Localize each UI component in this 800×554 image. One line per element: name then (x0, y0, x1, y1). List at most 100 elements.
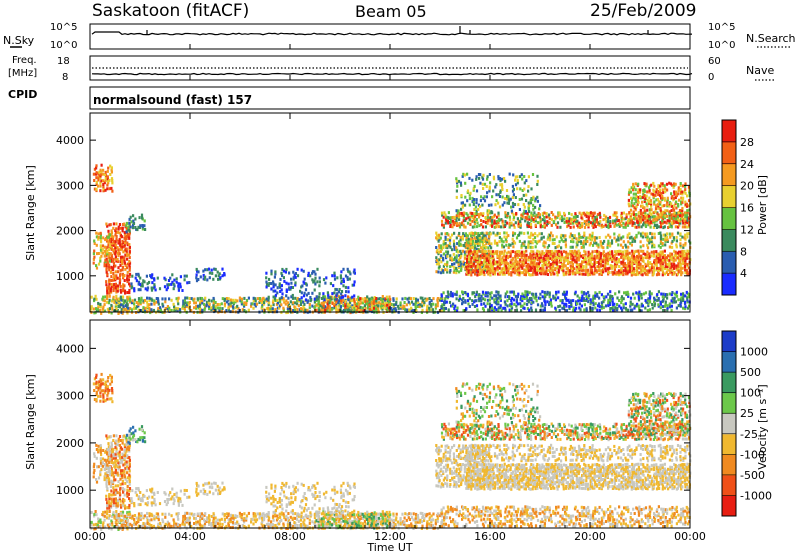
power-cell (307, 271, 310, 275)
power-cell (101, 244, 105, 248)
power-cell (114, 233, 117, 237)
power-cell (479, 219, 483, 222)
power-cell (602, 264, 605, 268)
power-cell (626, 266, 629, 270)
power-cell (320, 297, 323, 300)
power-cell (511, 258, 514, 262)
power-cell (673, 266, 676, 270)
power-cell (611, 270, 614, 274)
power-cell (668, 219, 671, 223)
power-cell (597, 256, 600, 260)
power-cell (546, 273, 550, 276)
power-cell (556, 215, 559, 219)
power-cell (114, 264, 117, 268)
power-cell (232, 301, 235, 305)
power-cell (151, 281, 154, 285)
power-cell (661, 250, 664, 254)
power-cell (254, 297, 257, 301)
power-cell (333, 304, 336, 308)
power-cell (250, 304, 253, 308)
power-cell (563, 213, 566, 217)
power-cell (92, 252, 95, 256)
power-cell (632, 204, 635, 208)
power-cell (301, 284, 304, 288)
power-cell (665, 221, 668, 225)
power-cell (544, 303, 547, 307)
power-cell (560, 215, 564, 219)
power-cell (557, 270, 560, 274)
power-cell (585, 309, 588, 313)
power-cell (100, 254, 103, 258)
power-cell (564, 245, 568, 249)
power-cell (346, 305, 349, 309)
power-cell (643, 209, 646, 213)
power-cell (496, 262, 499, 266)
power-cell (395, 300, 398, 304)
power-cell (617, 235, 620, 239)
power-cell (634, 182, 637, 186)
power-cell (509, 252, 512, 256)
power-cell (125, 254, 129, 258)
power-cell (550, 262, 553, 266)
power-cell (627, 192, 631, 196)
power-cell (494, 185, 497, 189)
power-cell (498, 254, 501, 258)
power-cell (121, 245, 124, 249)
power-cell (113, 283, 116, 286)
power-cell (452, 302, 455, 306)
colorbar-swatch (722, 163, 736, 187)
power-cell (210, 308, 213, 312)
power-cell (612, 213, 615, 217)
power-cell (487, 254, 490, 258)
power-cell (353, 307, 356, 311)
power-cell (525, 258, 528, 262)
power-cell (113, 309, 116, 313)
power-cell (139, 282, 142, 286)
power-cell (534, 232, 537, 236)
power-cell (442, 224, 445, 227)
power-cell (519, 298, 522, 302)
power-cell (516, 269, 519, 273)
power-cell (657, 225, 660, 229)
power-cell (390, 303, 393, 306)
power-cell (668, 181, 671, 185)
power-cell (553, 254, 556, 257)
power-cell (503, 272, 506, 276)
power-cell (278, 306, 281, 310)
power-cell (305, 298, 308, 302)
power-cell (220, 302, 223, 306)
power-cell (472, 188, 475, 192)
power-cell (506, 304, 509, 308)
power-cell (118, 241, 121, 244)
power-cell (600, 271, 603, 275)
power-cell (648, 241, 651, 245)
power-cell (534, 271, 537, 275)
power-cell (595, 236, 598, 240)
power-cell (221, 307, 224, 311)
power-cell (453, 266, 456, 270)
power-cell (491, 224, 494, 228)
power-cell (570, 217, 573, 221)
power-cell (448, 244, 451, 248)
power-cell (352, 283, 356, 287)
power-cell (561, 299, 564, 302)
power-cell (646, 219, 649, 223)
power-cell (474, 272, 477, 276)
power-cell (449, 254, 452, 258)
power-cell (529, 254, 532, 258)
power-cell (460, 264, 463, 268)
power-cell (567, 223, 570, 227)
power-cell (498, 258, 501, 262)
power-cell (362, 299, 365, 303)
power-cell (665, 270, 668, 274)
power-cell (483, 195, 486, 199)
power-cell (603, 298, 606, 302)
power-cell (170, 298, 173, 302)
power-cell (276, 301, 279, 305)
power-cell (581, 223, 584, 227)
power-cell (481, 177, 485, 181)
power-cell (569, 245, 572, 249)
power-cell (577, 239, 580, 243)
power-cell (455, 214, 458, 218)
power-cell (319, 304, 322, 307)
